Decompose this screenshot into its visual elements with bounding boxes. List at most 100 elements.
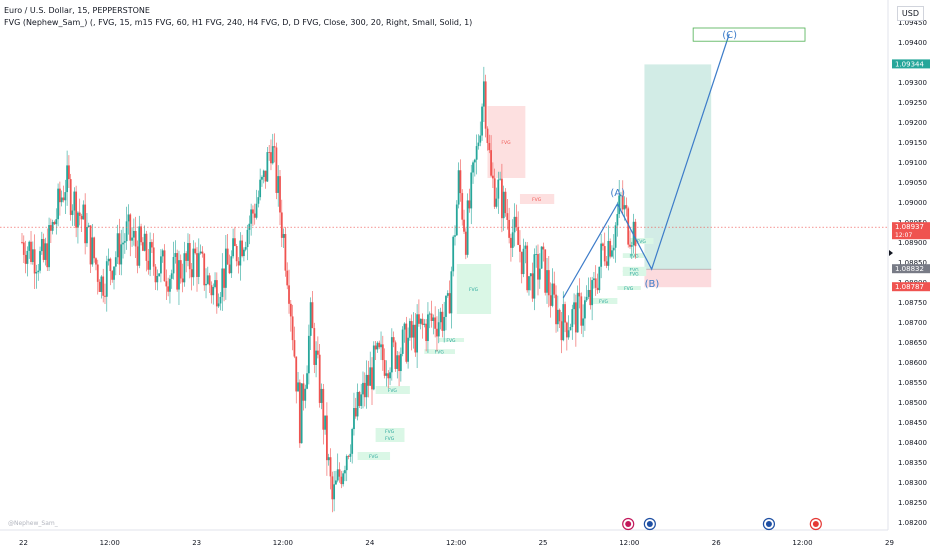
fvg-zone[interactable] bbox=[357, 452, 391, 460]
x-tick-label: 12:00 bbox=[100, 539, 120, 547]
candle-body bbox=[241, 240, 244, 257]
fvg-zone[interactable] bbox=[590, 298, 618, 304]
profit-zone[interactable] bbox=[644, 64, 712, 270]
x-tick-label: 22 bbox=[19, 539, 28, 547]
candle-body bbox=[176, 253, 179, 290]
fvg-label: FVG bbox=[385, 436, 395, 442]
y-tick-label: 1.09400 bbox=[898, 39, 927, 47]
candle-body bbox=[71, 210, 74, 215]
fvg-zone[interactable] bbox=[630, 238, 654, 244]
candle-body bbox=[116, 233, 119, 258]
candle-body bbox=[540, 246, 543, 269]
candle-body bbox=[596, 287, 599, 291]
candle-body bbox=[506, 213, 509, 220]
candle-body bbox=[473, 159, 476, 163]
candle-body bbox=[201, 251, 204, 254]
candle-body bbox=[259, 179, 262, 198]
candle-body bbox=[369, 367, 372, 386]
candle-body bbox=[574, 302, 577, 333]
fvg-zone[interactable] bbox=[622, 270, 647, 276]
fvg-label: FVG bbox=[630, 254, 640, 260]
currency-badge[interactable]: USD bbox=[896, 6, 924, 21]
candle-body bbox=[140, 226, 142, 243]
candle-body bbox=[515, 216, 518, 228]
x-tick-label: 25 bbox=[539, 539, 548, 547]
candle-body bbox=[120, 244, 123, 265]
candle-body bbox=[151, 242, 153, 248]
candle-body bbox=[329, 457, 332, 477]
fvg-zone[interactable] bbox=[456, 264, 492, 314]
candle-body bbox=[199, 251, 202, 254]
candle-body bbox=[167, 286, 170, 292]
symbol-title[interactable]: Euro / U.S. Dollar, 15, PEPPERSTONE bbox=[4, 6, 150, 15]
candle-body bbox=[587, 289, 590, 297]
elliott-wave-line[interactable] bbox=[562, 33, 730, 299]
fvg-zone[interactable] bbox=[375, 428, 405, 434]
x-tick-label: 12:00 bbox=[792, 539, 812, 547]
fvg-zone[interactable] bbox=[487, 106, 526, 178]
candle-body bbox=[190, 269, 193, 278]
y-tick-label: 1.09100 bbox=[898, 159, 927, 167]
candle-body bbox=[486, 128, 489, 144]
candle-body bbox=[324, 415, 326, 430]
candle-body bbox=[302, 383, 305, 401]
stop-zone[interactable] bbox=[644, 269, 712, 288]
fvg-zone[interactable] bbox=[617, 286, 641, 290]
fvg-label: FVG bbox=[630, 267, 640, 273]
candle-body bbox=[623, 205, 626, 210]
candle-body bbox=[33, 249, 36, 274]
candle-body bbox=[244, 247, 247, 250]
candle-body bbox=[553, 283, 556, 295]
candle-body bbox=[279, 176, 281, 213]
fvg-zone[interactable] bbox=[375, 434, 405, 442]
target-box[interactable] bbox=[692, 27, 806, 42]
candle-body bbox=[48, 225, 50, 268]
candle-body bbox=[591, 280, 594, 306]
indicator-legend[interactable]: FVG (Nephew_Sam_) (, FVG, 15, m15 FVG, 6… bbox=[4, 18, 473, 27]
candle-body bbox=[35, 272, 38, 274]
candle-body bbox=[634, 221, 637, 247]
fvg-label: FVG bbox=[532, 197, 542, 203]
y-tick-label: 1.09200 bbox=[898, 119, 927, 127]
candle-body bbox=[185, 253, 188, 261]
candle-body bbox=[428, 313, 431, 315]
candle-body bbox=[614, 225, 617, 248]
candle-body bbox=[224, 248, 227, 288]
fvg-zone[interactable] bbox=[438, 338, 465, 342]
candle-body bbox=[105, 261, 108, 297]
candle-body bbox=[143, 233, 146, 251]
candle-body bbox=[609, 240, 612, 257]
fvg-zone[interactable] bbox=[424, 349, 455, 354]
fvg-zone[interactable] bbox=[375, 386, 410, 394]
y-tick-label: 1.08500 bbox=[898, 399, 927, 407]
scroll-right-icon[interactable] bbox=[889, 250, 893, 256]
y-tick-label: 1.09250 bbox=[898, 99, 927, 107]
candle-body bbox=[508, 219, 511, 238]
candle-body bbox=[410, 321, 413, 338]
candle-body bbox=[239, 240, 242, 266]
candle-body bbox=[187, 243, 189, 261]
candle-body bbox=[630, 245, 633, 247]
candle-body bbox=[502, 191, 505, 219]
candle-body bbox=[452, 236, 455, 272]
candle-body bbox=[158, 273, 161, 276]
fvg-zone[interactable] bbox=[622, 266, 647, 272]
fvg-label: FVG bbox=[385, 429, 395, 435]
candle-body bbox=[169, 278, 171, 292]
candle-body bbox=[501, 178, 503, 219]
candle-body bbox=[336, 469, 339, 481]
fvg-zone[interactable] bbox=[519, 194, 555, 204]
candle-body bbox=[381, 344, 384, 361]
candle-body bbox=[491, 175, 494, 179]
candle-body bbox=[295, 356, 298, 392]
candle-body bbox=[102, 276, 105, 296]
candle-body bbox=[277, 176, 280, 193]
x-tick-label: 26 bbox=[712, 539, 721, 547]
fvg-zone[interactable] bbox=[622, 253, 647, 258]
y-tick-label: 1.08300 bbox=[898, 479, 927, 487]
candle-body bbox=[385, 373, 388, 376]
candle-body bbox=[585, 296, 588, 301]
candle-body bbox=[232, 238, 234, 257]
candle-body bbox=[104, 295, 106, 297]
